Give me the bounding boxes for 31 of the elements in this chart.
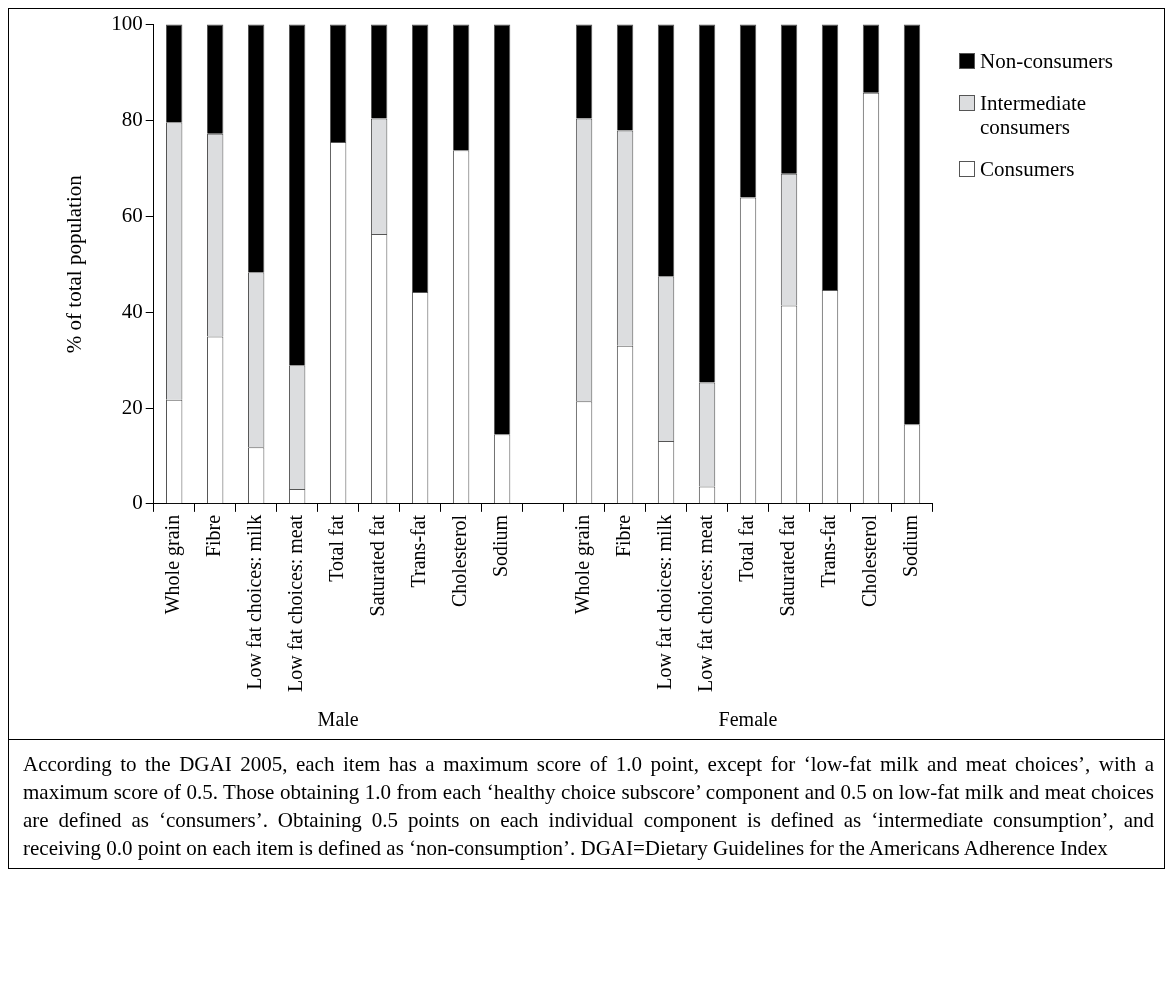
x-tick-label: Saturated fat (776, 514, 799, 617)
legend-label: Consumers (980, 157, 1076, 181)
x-tick-label: Cholesterol (858, 514, 881, 608)
x-tick-label: Trans-fat (817, 514, 840, 588)
text: According to the DGAI 2005, each item has a maximum score of 1.0 point, except for ‘low-fat milk and meat choices’, with a maximum score of 0.5. Those obtaining 1.0 from each ‘healthy choice subscore’ component and 0.5 on low-fat milk and meat choices are defined as ‘consumers’. Obtaining 0.5 points on each individual component is defined as ‘intermediate consumption’, and receiving 0.0 point on each item is defined as ‘non-consumption’. DGAI=Dietary Guidelines for the Americans Adherence Index (9, 739, 1164, 868)
legend-label: Intermediate consumers (980, 91, 1088, 139)
x-tick-label: Whole grain (571, 514, 595, 615)
text: Female (718, 708, 778, 731)
y-tick-label: 20 (121, 394, 143, 419)
x-tick-label: Low fat choices: milk (653, 514, 676, 690)
y-tick-label: 40 (121, 298, 143, 323)
x-tick-label: Low fat choices: meat (694, 514, 717, 693)
y-axis-title: % of total population (62, 174, 87, 354)
y-tick-label: 80 (121, 106, 143, 131)
y-tick-label: 60 (121, 202, 143, 227)
x-tick-label: Low fat choices: milk (243, 514, 266, 690)
x-tick-label: Cholesterol (448, 514, 471, 608)
x-tick-label: Sodium (489, 514, 512, 578)
x-tick-label: Low fat choices: meat (284, 514, 307, 693)
x-tick-label: Total fat (325, 514, 348, 582)
x-tick-label: Sodium (899, 514, 922, 578)
legend-label: Non-consumers (980, 49, 1114, 73)
text: Male (317, 708, 359, 731)
x-tick-label: Fibre (612, 514, 635, 558)
x-tick-label: Trans-fat (407, 514, 430, 588)
x-tick-label: Whole grain (161, 514, 185, 615)
y-tick-label: 0 (132, 490, 143, 515)
x-tick-label: Total fat (735, 514, 758, 582)
x-tick-label: Fibre (202, 514, 225, 558)
x-tick-label: Saturated fat (366, 514, 389, 617)
y-tick-label: 100 (111, 11, 143, 36)
